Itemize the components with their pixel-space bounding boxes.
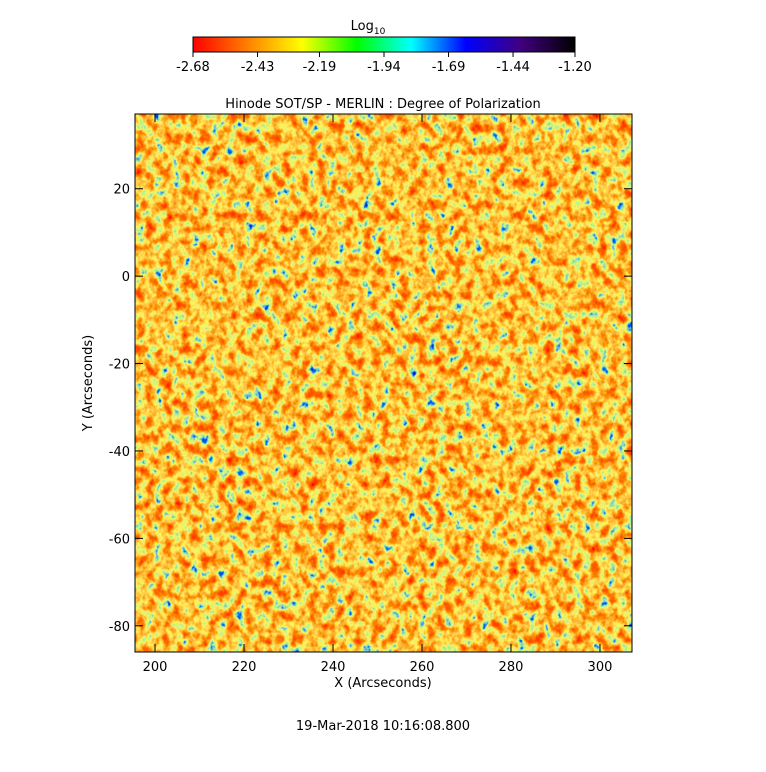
y-tick-label: -20 (109, 358, 130, 373)
colorbar-tick-label: -2.43 (241, 60, 275, 75)
x-tick-label: 220 (232, 660, 257, 675)
colorbar-tick-label: -2.19 (303, 60, 337, 75)
y-tick-label: -80 (109, 620, 130, 635)
polarization-image (135, 114, 632, 652)
x-axis-label: X (Arcseconds) (334, 676, 431, 691)
colorbar-title-text: Log (351, 19, 374, 34)
y-tick-label: -60 (109, 532, 130, 547)
footer-date: 19-Mar-2018 10:16:08.800 (296, 719, 470, 734)
y-tick-label: 20 (113, 183, 130, 198)
colorbar-tick-label: -1.94 (367, 60, 401, 75)
x-tick-label: 240 (321, 660, 346, 675)
colorbar-tick-label: -1.20 (558, 60, 592, 75)
colorbar-tick-label: -2.68 (176, 60, 210, 75)
x-tick-label: 280 (499, 660, 524, 675)
x-tick-label: 200 (143, 660, 168, 675)
x-tick-label: 300 (588, 660, 613, 675)
colorbar-tick-label: -1.44 (496, 60, 530, 75)
colorbar-title: Log10 (351, 19, 386, 37)
colorbar (192, 36, 576, 53)
plot-frame (134, 113, 633, 653)
colorbar-tick-label: -1.69 (432, 60, 466, 75)
y-tick-label: -40 (109, 445, 130, 460)
x-tick-label: 260 (410, 660, 435, 675)
y-axis-label: Y (Arcseconds) (81, 335, 96, 432)
y-tick-label: 0 (122, 270, 130, 285)
chart-title: Hinode SOT/SP - MERLIN : Degree of Polar… (225, 97, 540, 112)
colorbar-subscript: 10 (374, 27, 386, 37)
